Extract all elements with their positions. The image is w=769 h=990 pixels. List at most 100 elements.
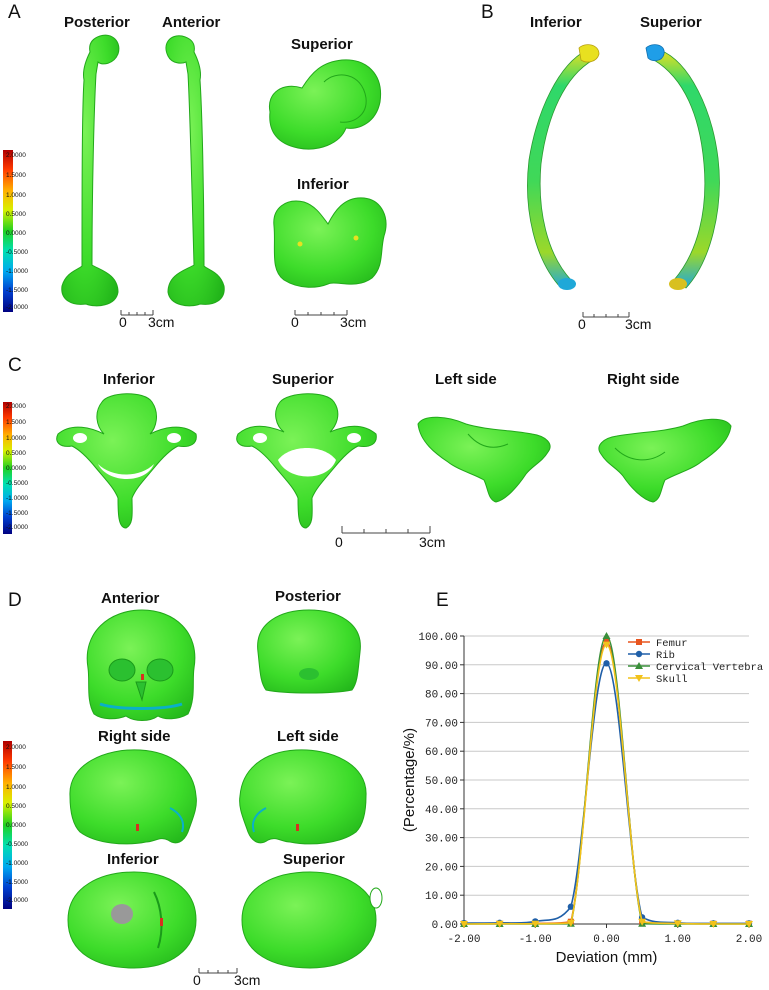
y-tick-label: 90.00	[425, 661, 458, 673]
vertebra-right-side-model	[598, 418, 732, 503]
series-point-3	[673, 920, 682, 928]
y-axis-label: (Percentage/%)	[401, 728, 418, 832]
colorbar-tick: -1.5000	[6, 287, 29, 294]
vertebra-superior-label: Superior	[272, 371, 334, 388]
vertebra-right-side-label: Right side	[607, 371, 680, 388]
scale-bar-a1	[120, 310, 154, 316]
vertebra-inferior-model	[56, 393, 197, 529]
scale-b-zero: 0	[578, 316, 586, 332]
series-line-1	[463, 662, 750, 925]
x-tick-label: 2.00	[736, 934, 762, 946]
y-tick-label: 30.00	[425, 834, 458, 846]
colorbar-c	[3, 402, 12, 534]
colorbar-tick: 0.5000	[6, 803, 26, 810]
y-tick-label: 50.00	[425, 776, 458, 788]
y-tick-label: 100.00	[418, 632, 458, 644]
y-tick-label: 70.00	[425, 718, 458, 730]
series-point-3	[709, 921, 718, 928]
series-point-3	[531, 920, 540, 928]
y-tick-label: 80.00	[425, 690, 458, 702]
colorbar-tick: -1.5000	[6, 879, 29, 886]
legend-label: Rib	[656, 650, 675, 662]
skull-superior-model	[241, 871, 383, 969]
x-tick-label: -2.00	[447, 934, 480, 946]
legend-label: Skull	[656, 674, 688, 686]
skull-right-side-label: Right side	[98, 728, 171, 745]
colorbar-tick: 1.5000	[6, 172, 26, 179]
vertebra-left-side-label: Left side	[435, 371, 497, 388]
scale-a2-end: 3cm	[340, 314, 367, 330]
skull-anterior-label: Anterior	[101, 590, 160, 607]
femur-posterior-label: Posterior	[64, 14, 130, 31]
colorbar-tick: 0.5000	[6, 211, 26, 218]
y-tick-label: 10.00	[425, 891, 458, 903]
y-tick-label: 20.00	[425, 862, 458, 874]
femur-posterior-model	[61, 34, 120, 307]
colorbar-tick: -1.0000	[6, 495, 29, 502]
femur-superior-label: Superior	[291, 36, 353, 53]
colorbar-a-ticks: 2.0000 1.5000 1.0000 0.5000 0.0000 -0.50…	[6, 150, 46, 312]
series-point-1	[603, 660, 610, 667]
scale-bar-d	[198, 968, 238, 974]
colorbar-tick: 2.0000	[6, 744, 26, 751]
colorbar-d-ticks: 2.0000 1.5000 1.0000 0.5000 0.0000 -0.50…	[6, 741, 46, 909]
colorbar-tick: -2.0000	[6, 897, 29, 904]
scale-d-zero: 0	[193, 972, 201, 988]
scale-a1-zero: 0	[119, 314, 127, 330]
femur-inferior-model	[273, 197, 387, 288]
y-tick-label: 60.00	[425, 747, 458, 759]
series-line-3	[463, 643, 749, 925]
legend-label: Cervical Vertebra	[656, 662, 763, 674]
colorbar-tick: -0.5000	[6, 841, 29, 848]
series-point-2	[602, 632, 611, 639]
colorbar-tick: 1.5000	[6, 419, 26, 426]
scale-a1-end: 3cm	[148, 314, 175, 330]
colorbar-d	[3, 741, 12, 909]
colorbar-tick: 0.5000	[6, 450, 26, 457]
x-axis-label: Deviation (mm)	[556, 949, 658, 966]
colorbar-tick: -2.0000	[6, 304, 29, 311]
colorbar-tick: -0.5000	[6, 249, 29, 256]
legend-marker	[635, 650, 643, 658]
scale-bar-a2	[294, 310, 348, 316]
panel-d-letter: D	[8, 590, 22, 611]
series-line-0	[463, 640, 750, 925]
skull-inferior-model	[67, 871, 197, 969]
vertebra-left-side-model	[417, 416, 551, 503]
skull-right-side-model	[69, 749, 197, 845]
skull-superior-label: Superior	[283, 851, 345, 868]
colorbar-tick: 1.0000	[6, 784, 26, 791]
y-tick-label: 0.00	[432, 920, 458, 932]
colorbar-tick: 1.0000	[6, 435, 26, 442]
rib-inferior-model	[527, 44, 600, 290]
rib-superior-model	[645, 44, 720, 290]
series-point-3	[495, 920, 504, 928]
colorbar-tick: 1.0000	[6, 192, 26, 199]
colorbar-tick: 1.5000	[6, 764, 26, 771]
deviation-chart: 0.00 10.00 20.00 30.00 40.00 50.00 60.00 70.00 8…	[401, 632, 763, 966]
colorbar-tick: -1.0000	[6, 268, 29, 275]
colorbar-tick: -1.0000	[6, 860, 29, 867]
skull-posterior-model	[257, 609, 361, 694]
panel-a-letter: A	[8, 2, 21, 23]
series-point-1	[567, 903, 575, 910]
scale-d-end: 3cm	[234, 972, 261, 988]
panel-c-letter: C	[8, 355, 22, 376]
femur-superior-model	[268, 59, 382, 150]
legend-marker	[635, 662, 643, 669]
x-tick-label: -1.00	[519, 934, 552, 946]
vertebra-superior-model	[236, 393, 377, 529]
scale-c-zero: 0	[335, 534, 343, 550]
panel-e-letter: E	[436, 590, 449, 611]
colorbar-tick: 0.0000	[6, 230, 26, 237]
colorbar-tick: -0.5000	[6, 480, 29, 487]
skull-left-side-model	[239, 749, 367, 845]
series-point-3	[745, 921, 753, 928]
scale-c-end: 3cm	[419, 534, 446, 550]
colorbar-tick: 0.0000	[6, 465, 26, 472]
series-point-3	[566, 919, 575, 927]
scale-bar-b	[582, 312, 630, 318]
series-point-3	[602, 641, 611, 649]
scale-bar-c	[341, 526, 431, 534]
legend-marker	[636, 639, 642, 645]
